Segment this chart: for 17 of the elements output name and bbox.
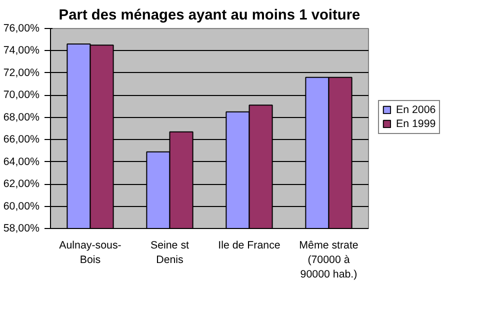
y-tick-label: 74,00%: [3, 44, 40, 57]
y-tick-label: 58,00%: [3, 222, 40, 234]
y-tick-label: 62,00%: [3, 178, 40, 190]
y-tick-label: 76,00%: [3, 22, 40, 34]
x-tick-label: Aulnay-sous- Bois: [59, 240, 122, 266]
x-tick-label: Seine st Denis: [150, 240, 190, 266]
y-tick-label: 60,00%: [3, 200, 40, 212]
y-tick-label: 70,00%: [3, 89, 40, 102]
y-tick-label: 64,00%: [3, 156, 40, 168]
y-tick-label: 68,00%: [3, 111, 40, 124]
x-tick-label: Même strate (70000 à 90000 hab.): [299, 240, 358, 280]
y-tick-label: 66,00%: [3, 134, 40, 146]
y-tick-label: 72,00%: [3, 66, 40, 79]
legend-label: En 2006: [396, 104, 436, 116]
x-tick-label: Ile de France: [218, 240, 280, 252]
legend-label: En 1999: [396, 118, 436, 130]
chart-title: Part des ménages ayant au moins 1 voiture: [58, 8, 360, 24]
